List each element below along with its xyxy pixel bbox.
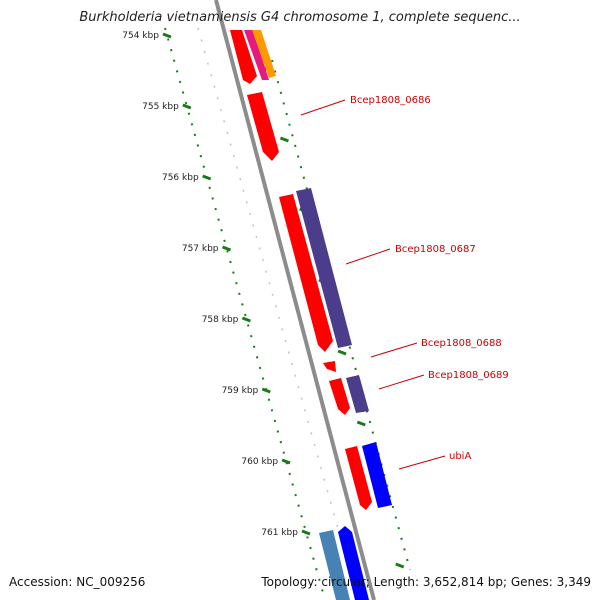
- tick-label: 759 kbp: [222, 386, 259, 396]
- gene-Bcep1808_0687[interactable]: [279, 194, 333, 352]
- gene-bottom-steelblue[interactable]: [319, 530, 350, 600]
- tick-label: 761 kbp: [261, 528, 298, 538]
- scale-ticks: [162, 32, 405, 569]
- tick-mark-inner: [356, 420, 366, 427]
- tick-label: 758 kbp: [202, 315, 239, 325]
- gene-Bcep1808_0688[interactable]: [323, 361, 336, 372]
- chromosome-backbone: [214, 0, 376, 600]
- tick-mark-outer: [281, 458, 291, 465]
- gene-label-Bcep1808_0686[interactable]: Bcep1808_0686: [350, 95, 431, 106]
- gene-features[interactable]: [230, 30, 392, 600]
- tick-mark-inner: [395, 562, 405, 569]
- gene-bottom-blue[interactable]: [338, 526, 369, 600]
- gene-Bcep1808_0689-purple[interactable]: [346, 375, 369, 413]
- tick-mark-outer: [241, 316, 251, 323]
- tick-mark-outer: [222, 245, 232, 252]
- tick-mark-outer: [202, 174, 212, 181]
- gene-label-Bcep1808_0687[interactable]: Bcep1808_0687: [395, 244, 476, 255]
- tick-label: 757 kbp: [182, 244, 219, 254]
- gene-Bcep1808_0687-purple[interactable]: [296, 188, 352, 348]
- tick-mark-outer: [162, 32, 172, 39]
- label-leaders: [300, 99, 446, 470]
- gene-ubiA[interactable]: [345, 446, 372, 510]
- genome-summary-text: Topology: circular; Length: 3,652,814 bp…: [261, 575, 591, 589]
- tick-label: 755 kbp: [142, 102, 179, 112]
- gene-Bcep1808_0686[interactable]: [247, 92, 279, 161]
- tick-mark-inner: [337, 349, 347, 356]
- tick-mark-outer: [182, 103, 192, 110]
- tick-mark-inner: [279, 136, 289, 143]
- tick-mark-outer: [261, 387, 271, 394]
- tick-label: 754 kbp: [122, 31, 159, 41]
- tick-mark-outer: [301, 529, 311, 536]
- gene-top-orange[interactable]: [252, 30, 276, 78]
- gene-ubiA-blue[interactable]: [362, 442, 392, 508]
- tick-label: 756 kbp: [162, 173, 199, 183]
- scale-tick-labels: 754 kbp 755 kbp 756 kbp 757 kbp 758 kbp 759 k…: [122, 31, 298, 538]
- gene-label-Bcep1808_0689[interactable]: Bcep1808_0689: [428, 370, 509, 381]
- gene-label-Bcep1808_0688[interactable]: Bcep1808_0688: [421, 338, 502, 349]
- tick-label: 760 kbp: [241, 457, 278, 467]
- gene-top-red[interactable]: [230, 30, 257, 84]
- accession-text: Accession: NC_009256: [9, 575, 146, 589]
- gene-top-pink[interactable]: [244, 30, 269, 80]
- gene-label-ubiA[interactable]: ubiA: [449, 451, 471, 462]
- map-title: Burkholderia vietnamiensis G4 chromosome…: [79, 10, 521, 25]
- gene-Bcep1808_0689[interactable]: [329, 378, 350, 415]
- gene-labels: Bcep1808_0686 Bcep1808_0687 Bcep1808_068…: [350, 95, 509, 462]
